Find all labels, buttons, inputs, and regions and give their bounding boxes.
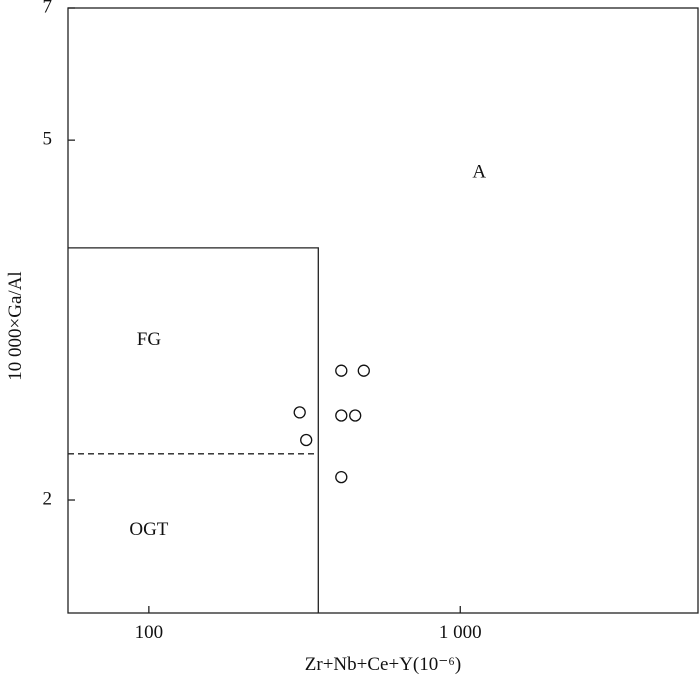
field-boundary-line [68,247,319,613]
data-point [293,406,306,419]
y-tick-label: 5 [43,129,53,150]
data-point [335,409,348,422]
y-tick-label: 2 [43,488,53,509]
x-tick-label: 100 [135,622,164,643]
region-label-a: A [472,161,486,182]
data-point [357,364,370,377]
data-point [349,409,362,422]
x-axis-title: Zr+Nb+Ce+Y(10⁻⁶) [305,654,461,675]
region-label-fg: FG [137,329,162,350]
y-axis-title: 10 000×Ga/Al [5,271,26,380]
data-point [335,364,348,377]
y-tick-label: 7 [43,0,53,17]
region-label-ogt: OGT [129,519,168,540]
data-point [335,470,348,484]
data-point [300,433,313,447]
x-tick-label: 1 000 [439,622,482,643]
plot-frame [67,7,699,614]
